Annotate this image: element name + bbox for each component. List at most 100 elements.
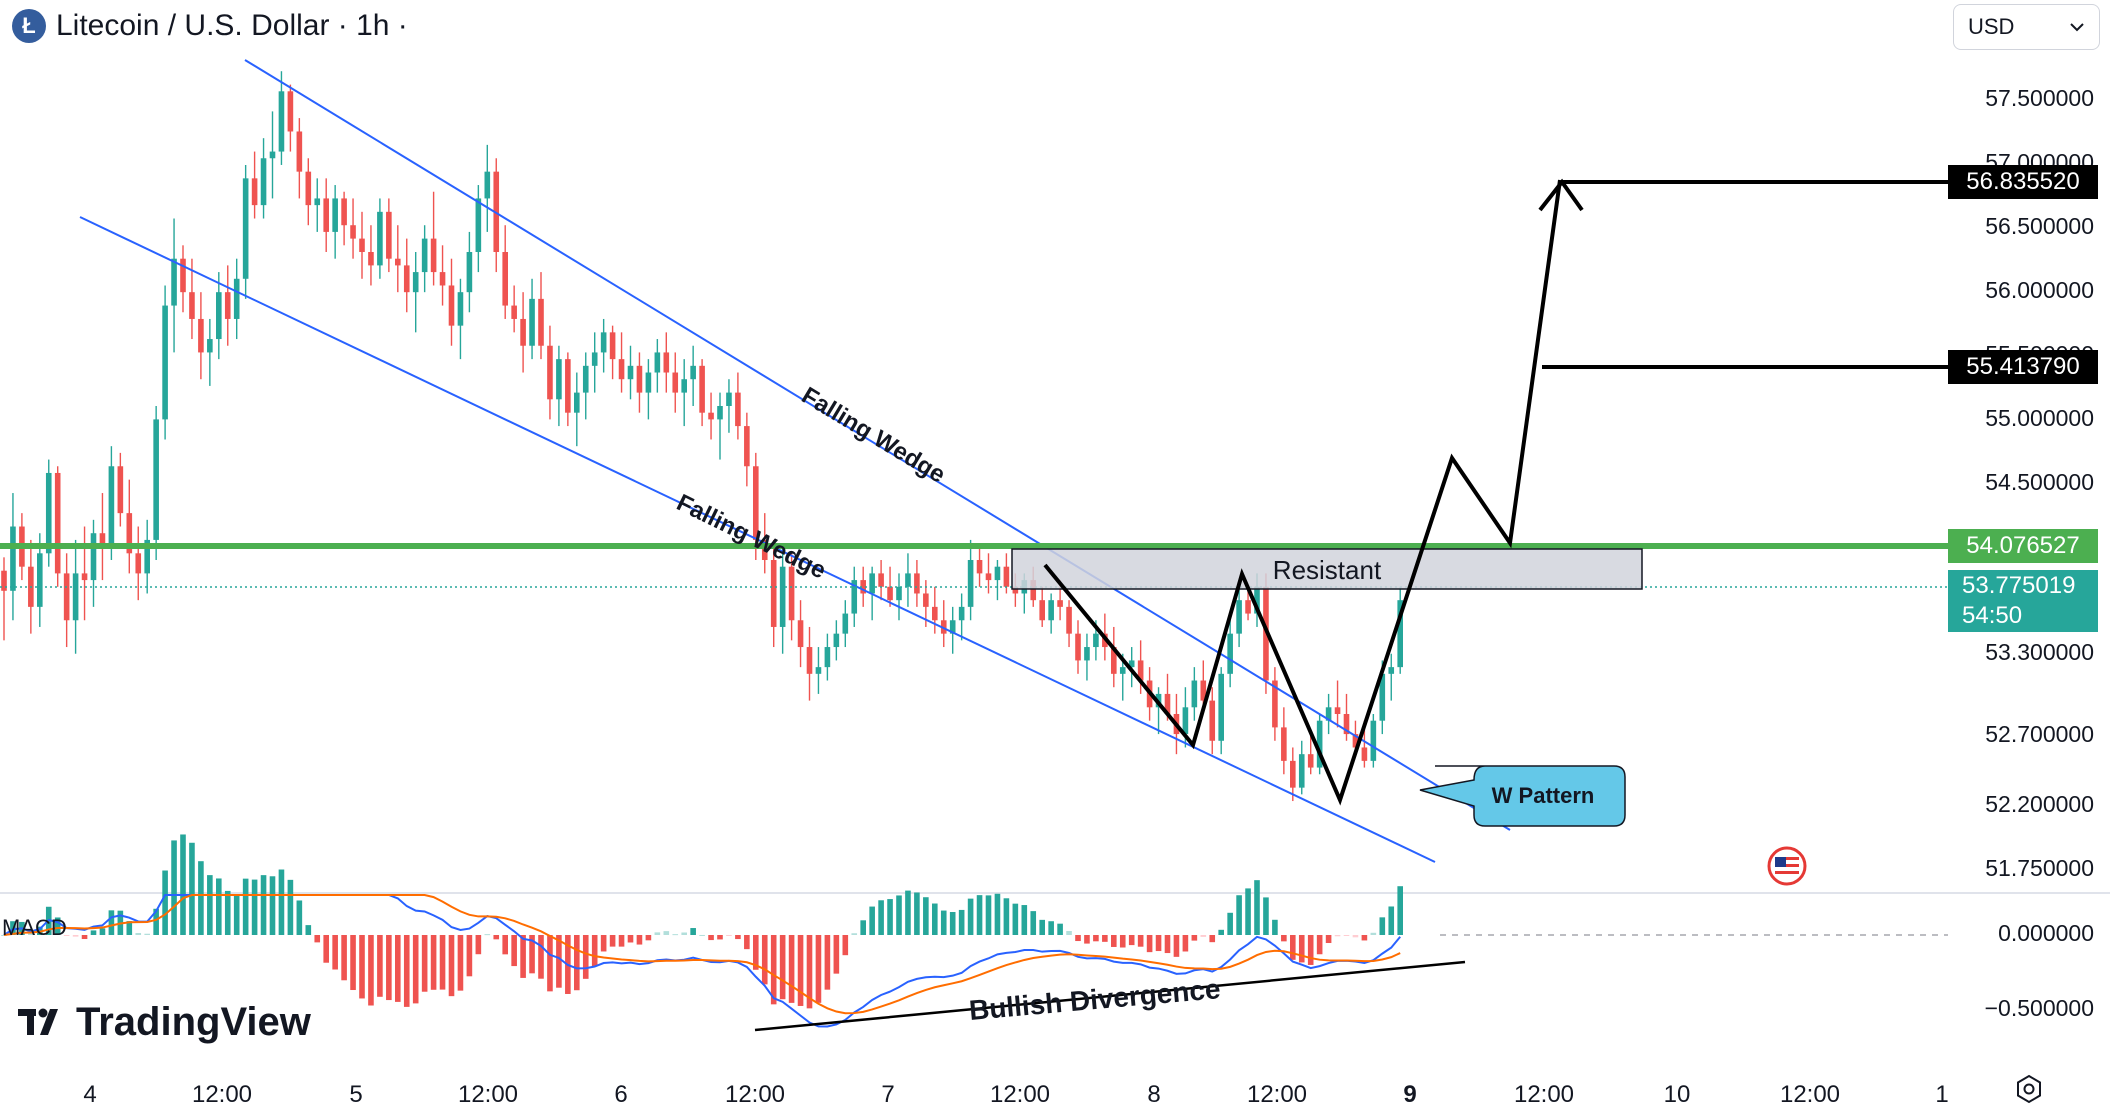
candle-body[interactable] — [1218, 673, 1224, 741]
candle-body[interactable] — [582, 365, 589, 393]
candle-body[interactable] — [1254, 586, 1260, 614]
candle-body[interactable] — [663, 352, 670, 373]
candle-body[interactable] — [1388, 667, 1395, 674]
candle-body[interactable] — [905, 573, 911, 587]
candle-body[interactable] — [600, 332, 607, 353]
candle-body[interactable] — [54, 472, 61, 574]
candle-body[interactable] — [439, 272, 446, 286]
candle-body[interactable] — [1128, 660, 1135, 668]
us-flag-icon[interactable] — [1767, 846, 1807, 886]
candle-body[interactable] — [985, 573, 992, 581]
candle-body[interactable] — [1200, 680, 1207, 701]
candle-body[interactable] — [448, 285, 455, 326]
candle-body[interactable] — [1343, 714, 1350, 735]
candle-body[interactable] — [1281, 727, 1287, 761]
candle-body[interactable] — [1039, 600, 1045, 621]
candle-body[interactable] — [323, 198, 329, 232]
candle-body[interactable] — [198, 318, 204, 353]
candle-body[interactable] — [45, 472, 52, 554]
candle-body[interactable] — [108, 466, 115, 547]
candle-body[interactable] — [126, 513, 133, 554]
candle-body[interactable] — [1298, 754, 1305, 788]
candle-body[interactable] — [842, 613, 849, 634]
candle-body[interactable] — [1397, 600, 1403, 668]
candle-body[interactable] — [1111, 647, 1117, 674]
candle-body[interactable] — [242, 178, 249, 279]
candle-body[interactable] — [779, 566, 786, 627]
candle-body[interactable] — [645, 372, 652, 393]
candle-body[interactable] — [386, 211, 392, 259]
bullish-divergence-line[interactable] — [754, 960, 1466, 1032]
candle-body[interactable] — [869, 573, 875, 594]
candle-body[interactable] — [788, 566, 795, 621]
candle-body[interactable] — [1057, 600, 1063, 607]
candle-body[interactable] — [359, 238, 365, 252]
candle-body[interactable] — [672, 372, 679, 393]
candle-body[interactable] — [180, 258, 186, 293]
candle-body[interactable] — [332, 198, 338, 232]
settings-icon[interactable] — [2014, 1074, 2044, 1104]
candle-body[interactable] — [466, 252, 473, 293]
candle-body[interactable] — [1334, 707, 1341, 714]
candle-body[interactable] — [574, 392, 580, 413]
candle-body[interactable] — [1003, 566, 1010, 587]
candle-body[interactable] — [753, 466, 759, 540]
candle-body[interactable] — [1164, 693, 1171, 714]
candle-body[interactable] — [10, 526, 16, 591]
candle-body[interactable] — [529, 298, 535, 346]
candle-body[interactable] — [475, 198, 482, 252]
candle-body[interactable] — [1182, 707, 1189, 735]
candle-body[interactable] — [395, 258, 401, 266]
candle-body[interactable] — [708, 412, 714, 420]
candle-body[interactable] — [923, 593, 929, 607]
candle-body[interactable] — [958, 606, 965, 621]
candle-body[interactable] — [1, 570, 7, 591]
candle-body[interactable] — [1084, 647, 1090, 661]
candle-body[interactable] — [350, 225, 356, 239]
candle-body[interactable] — [412, 272, 419, 293]
candle-body[interactable] — [940, 620, 947, 634]
candle-body[interactable] — [735, 392, 741, 427]
candle-body[interactable] — [949, 620, 956, 634]
candle-body[interactable] — [1227, 633, 1233, 674]
candle-body[interactable] — [153, 419, 159, 540]
candle-body[interactable] — [887, 586, 893, 601]
candle-body[interactable] — [403, 265, 410, 293]
candle-body[interactable] — [896, 586, 902, 601]
candle-body[interactable] — [538, 298, 544, 346]
candle-body[interactable] — [878, 573, 884, 587]
candle-body[interactable] — [690, 365, 696, 380]
tradingview-logo[interactable]: TradingView — [18, 1000, 311, 1045]
candle-body[interactable] — [260, 158, 267, 206]
candle-body[interactable] — [341, 198, 347, 226]
candle-body[interactable] — [1012, 586, 1019, 594]
candle-body[interactable] — [296, 131, 303, 172]
candle-body[interactable] — [216, 292, 222, 340]
candle-body[interactable] — [717, 406, 723, 420]
candle-body[interactable] — [1093, 633, 1099, 648]
candle-body[interactable] — [1236, 600, 1242, 634]
candle-body[interactable] — [1075, 633, 1081, 661]
candle-body[interactable] — [1066, 606, 1072, 634]
w-pattern-callout[interactable] — [1419, 765, 1626, 827]
candle-body[interactable] — [162, 305, 168, 420]
candle-body[interactable] — [269, 151, 276, 159]
candle-body[interactable] — [851, 580, 858, 614]
candle-body[interactable] — [1361, 747, 1368, 761]
candle-body[interactable] — [932, 606, 938, 621]
candle-body[interactable] — [699, 365, 705, 413]
candle-body[interactable] — [1325, 707, 1332, 721]
candle-body[interactable] — [994, 566, 1001, 581]
candle-body[interactable] — [1209, 700, 1216, 741]
resistant-zone[interactable] — [1011, 548, 1643, 590]
candle-body[interactable] — [1290, 760, 1296, 788]
candle-body[interactable] — [636, 365, 643, 393]
candle-body[interactable] — [224, 292, 231, 319]
candle-body[interactable] — [511, 305, 517, 319]
candle-body[interactable] — [726, 392, 732, 406]
candle-body[interactable] — [502, 252, 508, 306]
candle-body[interactable] — [1191, 680, 1198, 708]
candle-body[interactable] — [1352, 734, 1359, 748]
w-pattern-path[interactable] — [1043, 179, 1562, 806]
currency-select[interactable]: USD — [1953, 4, 2100, 50]
